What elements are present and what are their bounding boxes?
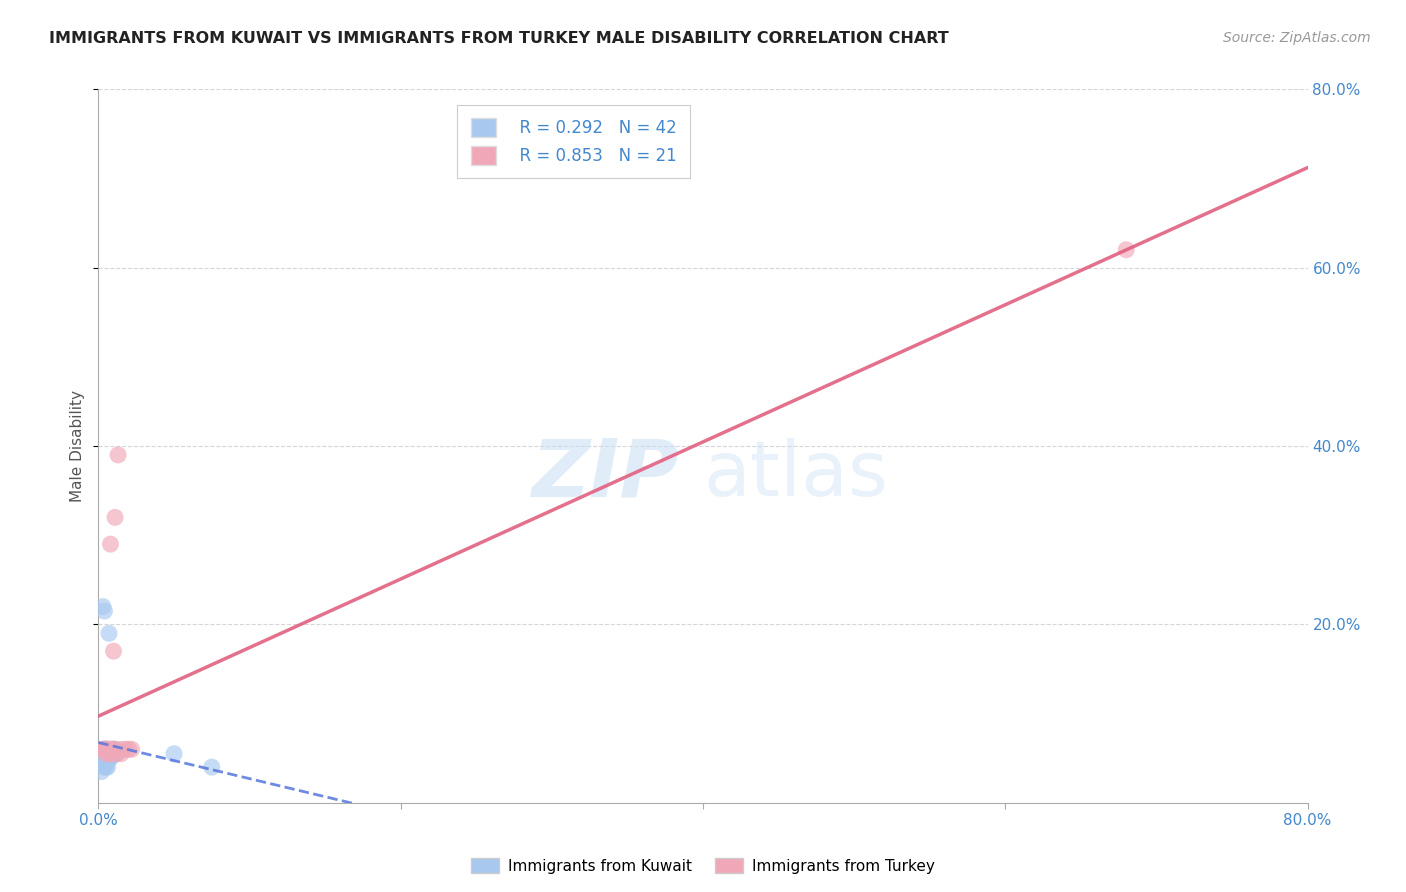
Text: Source: ZipAtlas.com: Source: ZipAtlas.com — [1223, 31, 1371, 45]
Point — [93, 742, 115, 756]
Point — [98, 747, 121, 761]
Point — [103, 747, 125, 761]
Point — [93, 604, 115, 618]
Point — [98, 747, 121, 761]
Point — [90, 764, 112, 779]
Point — [94, 742, 117, 756]
Point — [96, 747, 118, 761]
Point — [93, 747, 115, 761]
Point — [118, 742, 141, 756]
Point — [94, 760, 117, 774]
Point — [96, 742, 118, 756]
Point — [110, 742, 132, 756]
Point — [105, 747, 128, 761]
Point — [101, 747, 124, 761]
Point — [93, 742, 115, 756]
Point — [91, 599, 114, 614]
Point — [103, 747, 125, 761]
Point — [94, 742, 117, 756]
Point — [104, 742, 127, 756]
Point — [1115, 243, 1137, 257]
Point — [104, 510, 127, 524]
Point — [93, 760, 115, 774]
Point — [94, 756, 117, 770]
Point — [100, 742, 122, 756]
Point — [94, 747, 117, 761]
Point — [100, 747, 122, 761]
Point — [101, 747, 124, 761]
Point — [103, 742, 125, 756]
Y-axis label: Male Disability: Male Disability — [70, 390, 86, 502]
Point — [121, 742, 143, 756]
Point — [101, 747, 124, 761]
Point — [96, 760, 118, 774]
Point — [91, 747, 114, 761]
Point — [104, 747, 127, 761]
Point — [90, 747, 112, 761]
Text: atlas: atlas — [703, 438, 887, 511]
Point — [103, 742, 125, 756]
Point — [101, 747, 124, 761]
Point — [96, 751, 118, 765]
Point — [94, 742, 117, 756]
Text: IMMIGRANTS FROM KUWAIT VS IMMIGRANTS FROM TURKEY MALE DISABILITY CORRELATION CHA: IMMIGRANTS FROM KUWAIT VS IMMIGRANTS FRO… — [49, 31, 949, 46]
Point — [107, 448, 129, 462]
Point — [201, 760, 224, 774]
Point — [100, 742, 122, 756]
Legend:   R = 0.292   N = 42,   R = 0.853   N = 21: R = 0.292 N = 42, R = 0.853 N = 21 — [457, 104, 690, 178]
Legend: Immigrants from Kuwait, Immigrants from Turkey: Immigrants from Kuwait, Immigrants from … — [465, 852, 941, 880]
Point — [91, 742, 114, 756]
Point — [96, 747, 118, 761]
Point — [98, 751, 121, 765]
Point — [100, 751, 122, 765]
Point — [103, 644, 125, 658]
Point — [114, 742, 136, 756]
Point — [105, 747, 128, 761]
Point — [98, 751, 121, 765]
Point — [91, 742, 114, 756]
Point — [103, 742, 125, 756]
Point — [96, 742, 118, 756]
Point — [91, 756, 114, 770]
Point — [94, 747, 117, 761]
Point — [98, 747, 121, 761]
Point — [110, 747, 132, 761]
Text: ZIP: ZIP — [531, 435, 679, 514]
Point — [93, 756, 115, 770]
Point — [94, 742, 117, 756]
Point — [100, 747, 122, 761]
Point — [163, 747, 186, 761]
Point — [100, 537, 122, 551]
Point — [98, 626, 121, 640]
